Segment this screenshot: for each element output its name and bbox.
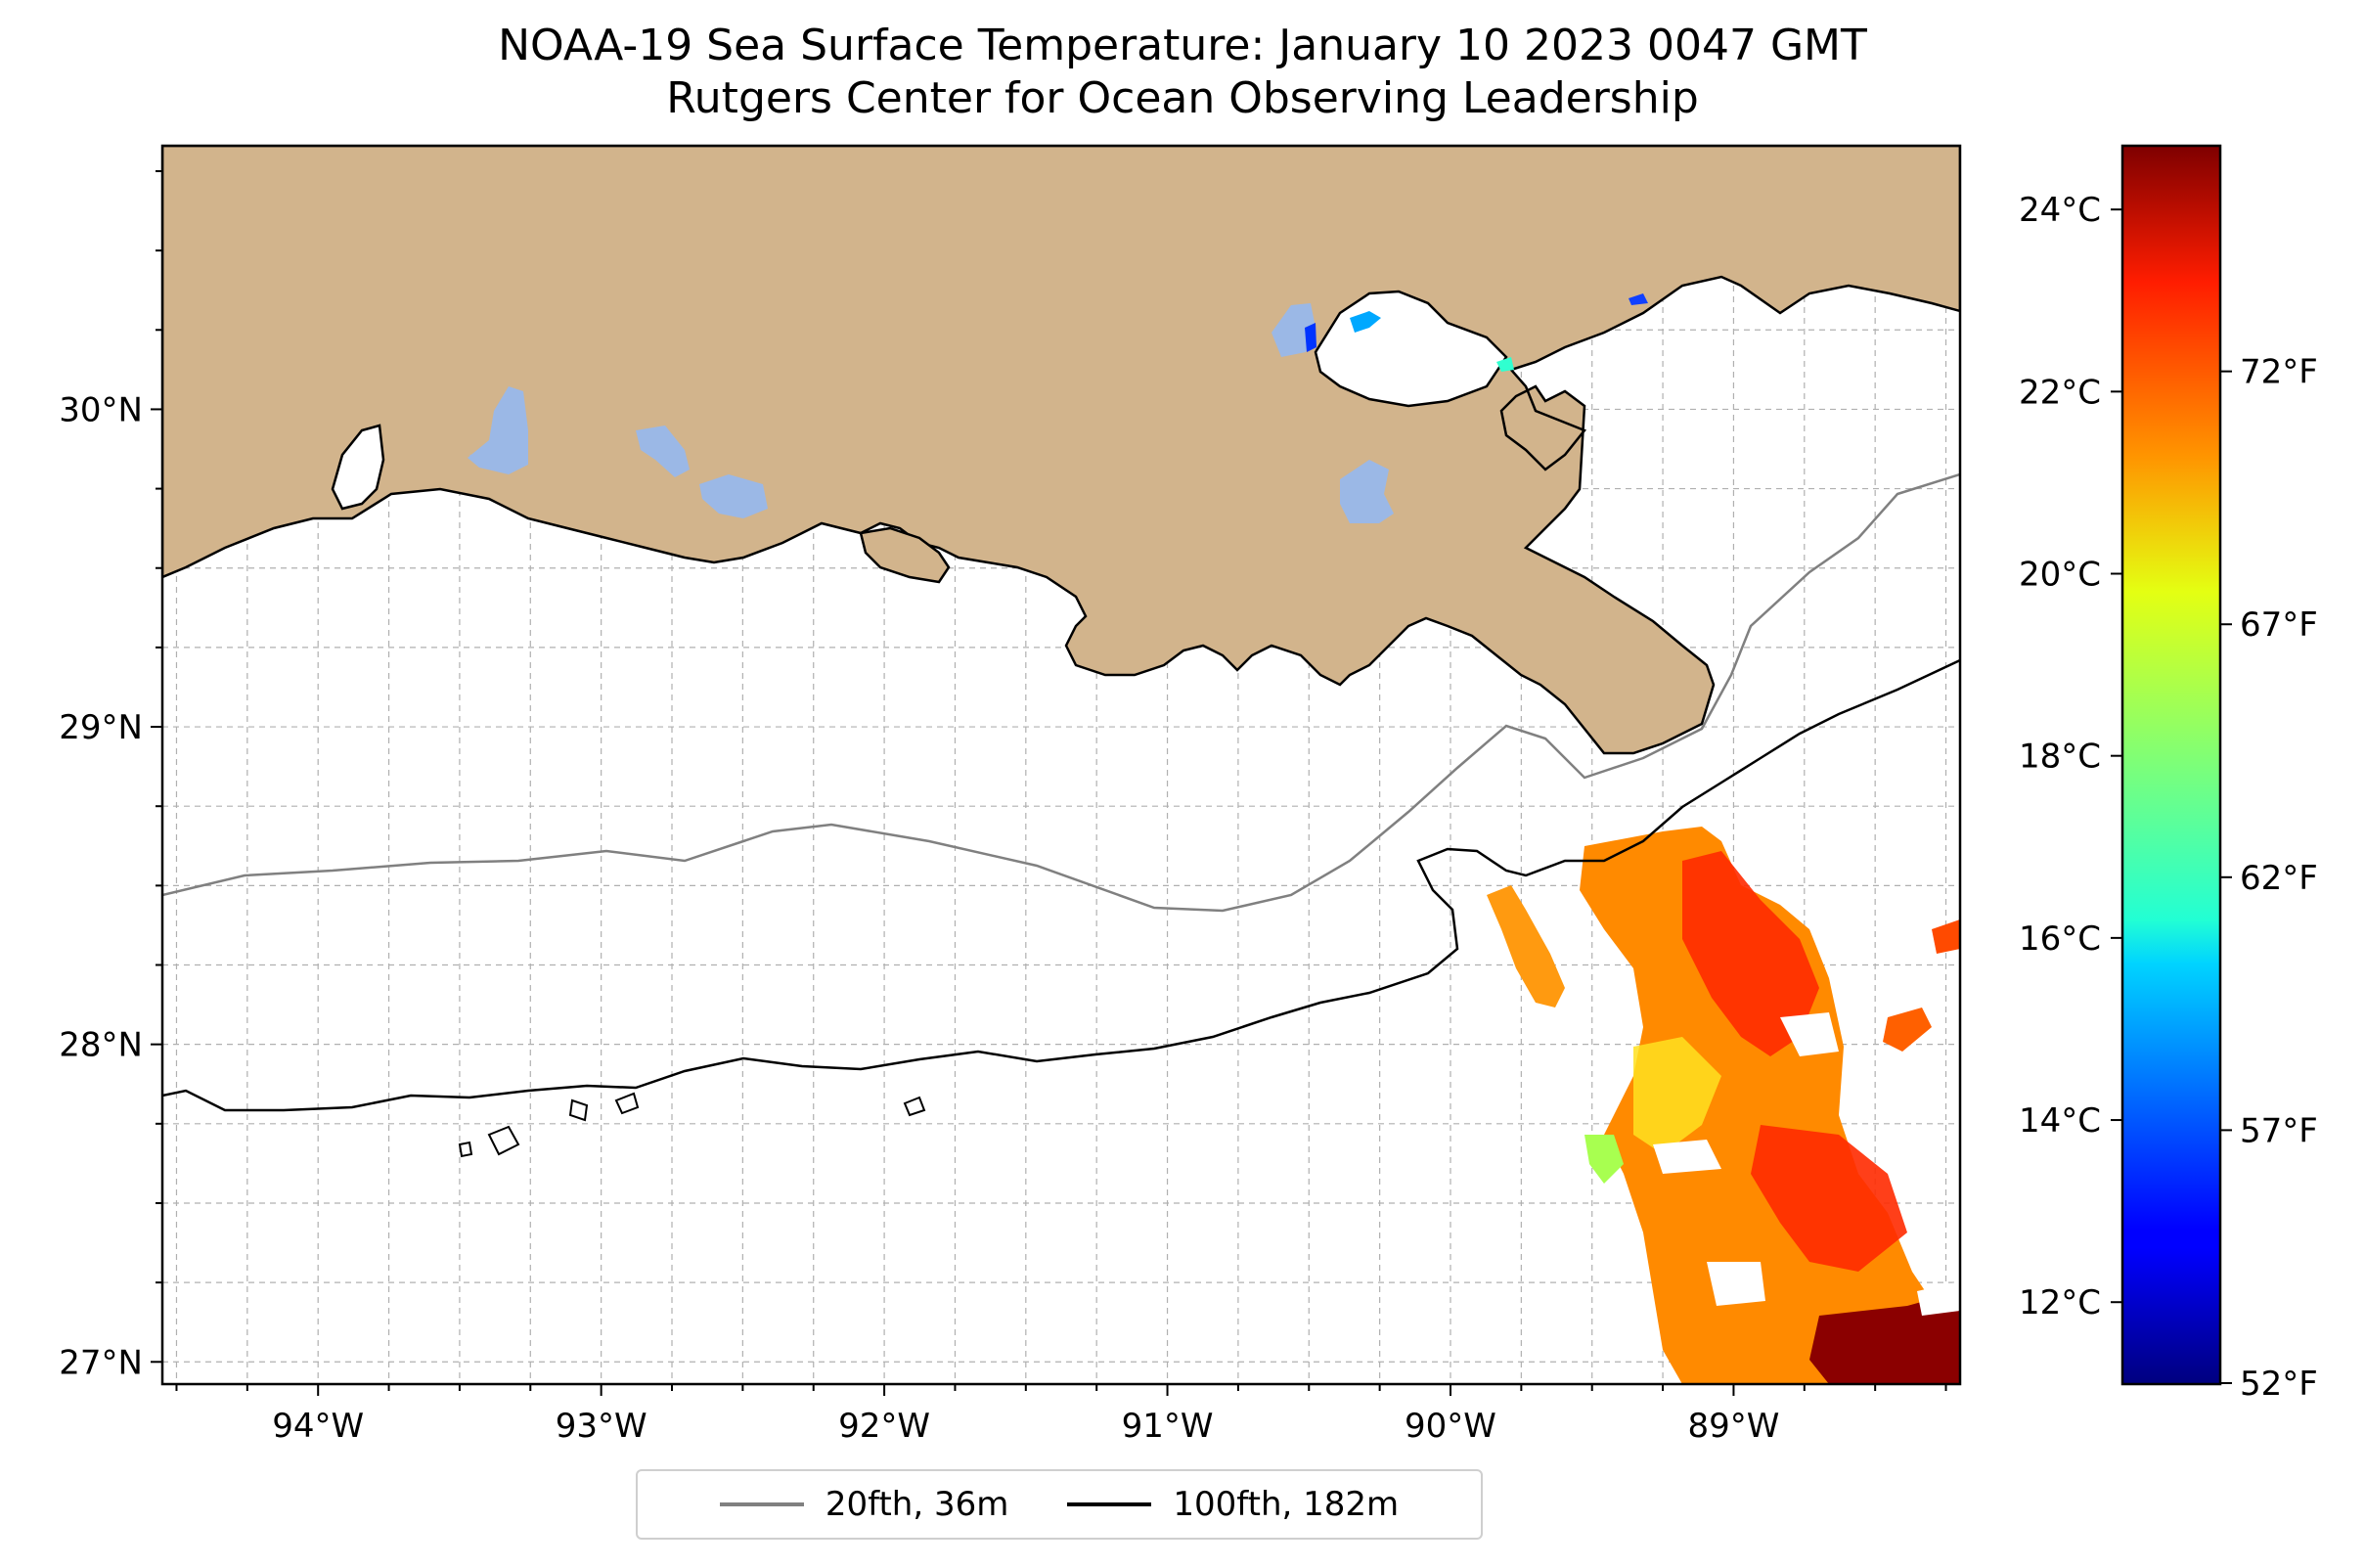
- island-outline-3: [903, 1096, 926, 1117]
- fahrenheit-tick-label: 57°F: [2240, 1111, 2318, 1150]
- fahrenheit-tick-label: 62°F: [2240, 859, 2318, 898]
- barrier-island: [859, 526, 951, 584]
- title-line-2: Rutgers Center for Ocean Observing Leade…: [666, 73, 1699, 123]
- land-area: [162, 146, 1960, 755]
- legend-swatch-100fth: [1067, 1502, 1152, 1506]
- lat-tick-label: 30°N: [59, 390, 143, 429]
- lake-calcasieu: [331, 424, 385, 511]
- lon-tick-label: 92°W: [838, 1407, 930, 1446]
- sst-on-lake-4: [1496, 357, 1514, 372]
- fahrenheit-tick-label: 72°F: [2240, 353, 2318, 392]
- celsius-tick-label: 12°C: [2019, 1283, 2101, 1322]
- lat-tick-label: 27°N: [59, 1343, 143, 1382]
- legend-label-100fth: 100fth, 182m: [1173, 1485, 1400, 1524]
- legend-swatch-20fth: [719, 1502, 804, 1506]
- sst-swath: [1487, 827, 1960, 1384]
- sst-on-lake-3: [1629, 293, 1648, 305]
- fahrenheit-tick-label: 52°F: [2240, 1365, 2318, 1404]
- sst-gap-2: [1653, 1140, 1721, 1174]
- celsius-tick-label: 16°C: [2019, 919, 2101, 959]
- isobath-20fth: [162, 472, 1960, 913]
- celsius-tick-label: 18°C: [2019, 738, 2101, 777]
- legend-item-100fth: 100fth, 182m: [1067, 1485, 1399, 1524]
- isobaths: [162, 472, 1960, 1158]
- lon-tick-label: 93°W: [556, 1407, 647, 1446]
- lon-tick-label: 89°W: [1687, 1407, 1779, 1446]
- inland-lake-2: [636, 426, 690, 477]
- fahrenheit-tick-label: 67°F: [2240, 605, 2318, 645]
- sst-east-patch-2: [1883, 1008, 1932, 1052]
- celsius-tick-label: 20°C: [2019, 556, 2101, 595]
- colorbar-ticks: 12°C 14°C 16°C 18°C 20°C 22°C 24°C 52°F 57°F 62°F…: [2019, 191, 2318, 1404]
- inland-lake-4: [1340, 460, 1394, 523]
- sst-on-lake-2: [1350, 311, 1381, 333]
- island-outline-5: [487, 1125, 520, 1156]
- lon-tick-label: 91°W: [1122, 1407, 1214, 1446]
- inland-lake-3: [699, 474, 768, 518]
- island-outline-2: [614, 1092, 640, 1115]
- chart-title: NOAA-19 Sea Surface Temperature: January…: [0, 20, 2365, 125]
- sst-west-patch: [1487, 885, 1565, 1008]
- map-axis-ticks: 94°W 93°W 92°W 91°W 90°W 89°W 30°N 29°N 28°N 27°N: [59, 169, 1947, 1446]
- inland-lake-1: [468, 386, 528, 474]
- sst-east-patch: [1932, 919, 1960, 954]
- inland-lake-5: [1272, 303, 1316, 357]
- title-line-1: NOAA-19 Sea Surface Temperature: January…: [498, 21, 1867, 70]
- lat-tick-label: 28°N: [59, 1026, 143, 1065]
- celsius-tick-label: 14°C: [2019, 1101, 2101, 1141]
- sst-swath-warm-2: [1751, 1125, 1907, 1272]
- sst-swath-green: [1584, 1135, 1624, 1184]
- sst-gap-1: [1780, 1012, 1839, 1056]
- celsius-tick-label: 24°C: [2019, 191, 2101, 230]
- colorbar: [2120, 144, 2222, 1386]
- lon-tick-label: 90°W: [1405, 1407, 1496, 1446]
- sst-swath-warm: [1682, 851, 1819, 1056]
- island-outline-1: [568, 1098, 589, 1122]
- isobath-legend: 20fth, 36m 100fth, 182m: [636, 1469, 1483, 1540]
- legend-label-20fth: 20fth, 36m: [825, 1485, 1009, 1524]
- sst-on-lake: [1305, 323, 1316, 352]
- lakes-layer: [331, 290, 1648, 523]
- sst-swath-yellow: [1633, 1037, 1721, 1154]
- isobath-100fth: [162, 658, 1960, 1112]
- map-frame: [160, 144, 1962, 1386]
- celsius-tick-label: 22°C: [2019, 373, 2101, 412]
- legend-item-20fth: 20fth, 36m: [719, 1485, 1009, 1524]
- sst-gap-3: [1707, 1262, 1765, 1306]
- lon-tick-label: 94°W: [272, 1407, 364, 1446]
- sst-gap-4: [1917, 1281, 1960, 1316]
- island-outline-4: [458, 1141, 473, 1158]
- lat-tick-label: 29°N: [59, 708, 143, 747]
- land-layer: [162, 146, 1960, 755]
